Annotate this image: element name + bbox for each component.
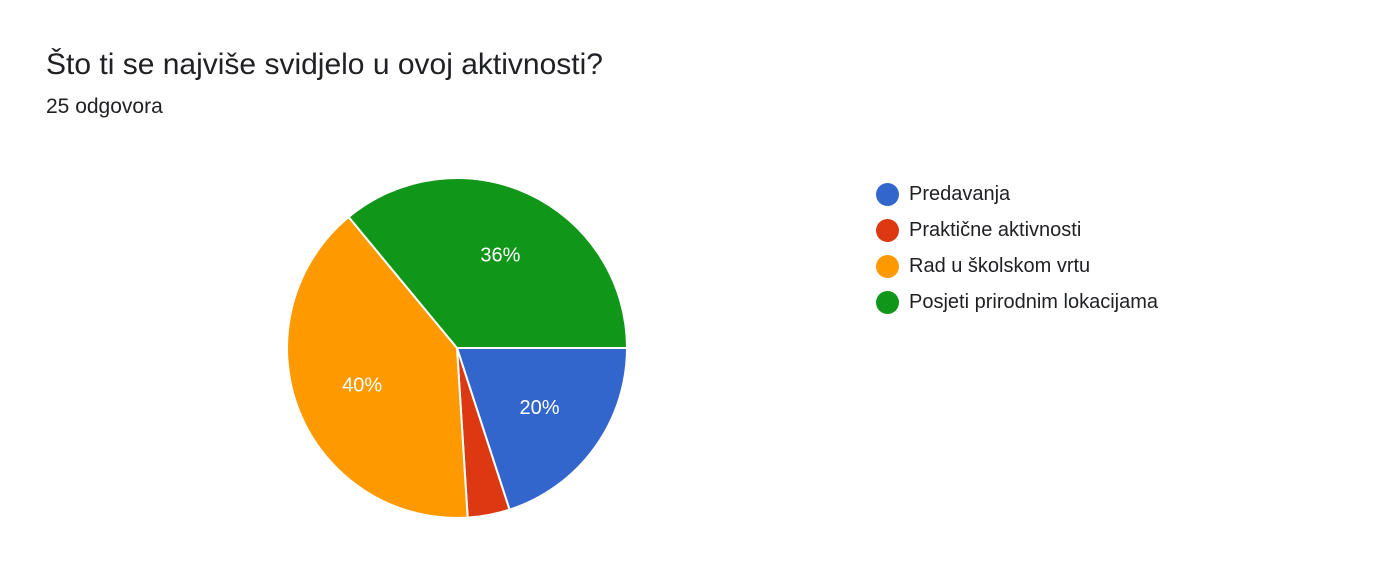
legend-item-2[interactable]: Rad u školskom vrtu — [876, 248, 1158, 284]
legend-label: Rad u školskom vrtu — [909, 254, 1091, 277]
pie-slice-3[interactable] — [347, 177, 628, 349]
pie-slice-label-2: 40% — [342, 375, 382, 397]
pie-slice-0[interactable] — [456, 347, 628, 511]
legend-item-3[interactable]: Posjeti prirodnim lokacijama — [876, 284, 1158, 320]
chart-legend: Predavanja Praktične aktivnosti Rad u škol… — [876, 176, 1158, 320]
legend-item-0[interactable]: Predavanja — [876, 176, 1158, 212]
pie-slices — [286, 177, 628, 519]
legend-item-1[interactable]: Praktične aktivnosti — [876, 212, 1158, 248]
legend-swatch — [876, 218, 899, 242]
legend-swatch — [876, 182, 899, 206]
response-count: 25 odgovora — [46, 95, 163, 118]
legend-swatch — [876, 254, 899, 278]
legend-swatch — [876, 290, 899, 314]
legend-label: Predavanja — [909, 182, 1011, 205]
pie-labels: 20% 40% 36% — [342, 245, 560, 419]
question-title: Što ti se najviše svidjelo u ovoj aktivn… — [46, 48, 603, 81]
legend-label: Praktične aktivnosti — [909, 218, 1082, 241]
pie-slice-2[interactable] — [286, 216, 469, 519]
pie-slice-label-0: 20% — [520, 397, 560, 419]
legend-label: Posjeti prirodnim lokacijama — [909, 290, 1158, 313]
pie-slice-label-3: 36% — [480, 245, 520, 267]
